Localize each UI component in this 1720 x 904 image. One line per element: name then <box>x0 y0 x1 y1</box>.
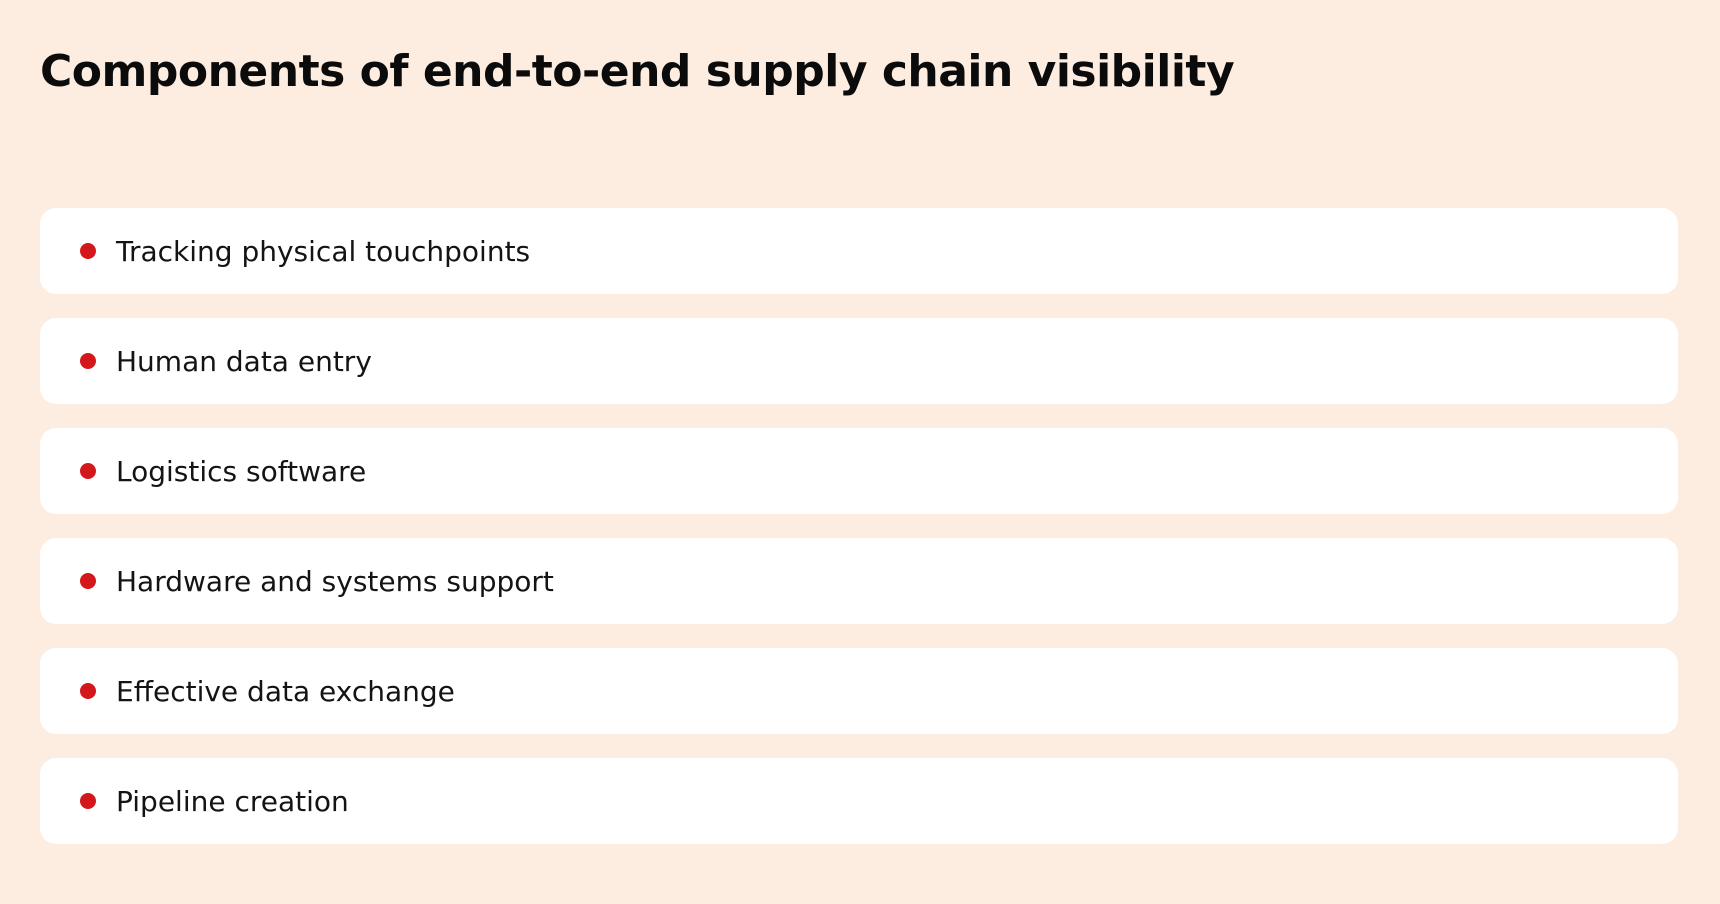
list-item-human-data-entry: Human data entry <box>40 318 1678 404</box>
bullet-dot-icon <box>80 463 96 479</box>
component-list: Tracking physical touchpoints Human data… <box>40 208 1678 844</box>
list-item-label: Human data entry <box>116 344 372 378</box>
bullet-dot-icon <box>80 683 96 699</box>
bullet-dot-icon <box>80 793 96 809</box>
bullet-dot-icon <box>80 573 96 589</box>
bullet-dot-icon <box>80 353 96 369</box>
list-item-tracking-physical-touchpoints: Tracking physical touchpoints <box>40 208 1678 294</box>
list-item-pipeline-creation: Pipeline creation <box>40 758 1678 844</box>
list-item-label: Tracking physical touchpoints <box>116 234 531 268</box>
list-item-hardware-and-systems-support: Hardware and systems support <box>40 538 1678 624</box>
list-item-effective-data-exchange: Effective data exchange <box>40 648 1678 734</box>
bullet-dot-icon <box>80 243 96 259</box>
list-item-label: Logistics software <box>116 454 367 488</box>
page-title: Components of end-to-end supply chain vi… <box>40 46 1235 97</box>
list-item-label: Hardware and systems support <box>116 564 554 598</box>
list-item-label: Effective data exchange <box>116 674 455 708</box>
list-item-label: Pipeline creation <box>116 784 349 818</box>
list-item-logistics-software: Logistics software <box>40 428 1678 514</box>
